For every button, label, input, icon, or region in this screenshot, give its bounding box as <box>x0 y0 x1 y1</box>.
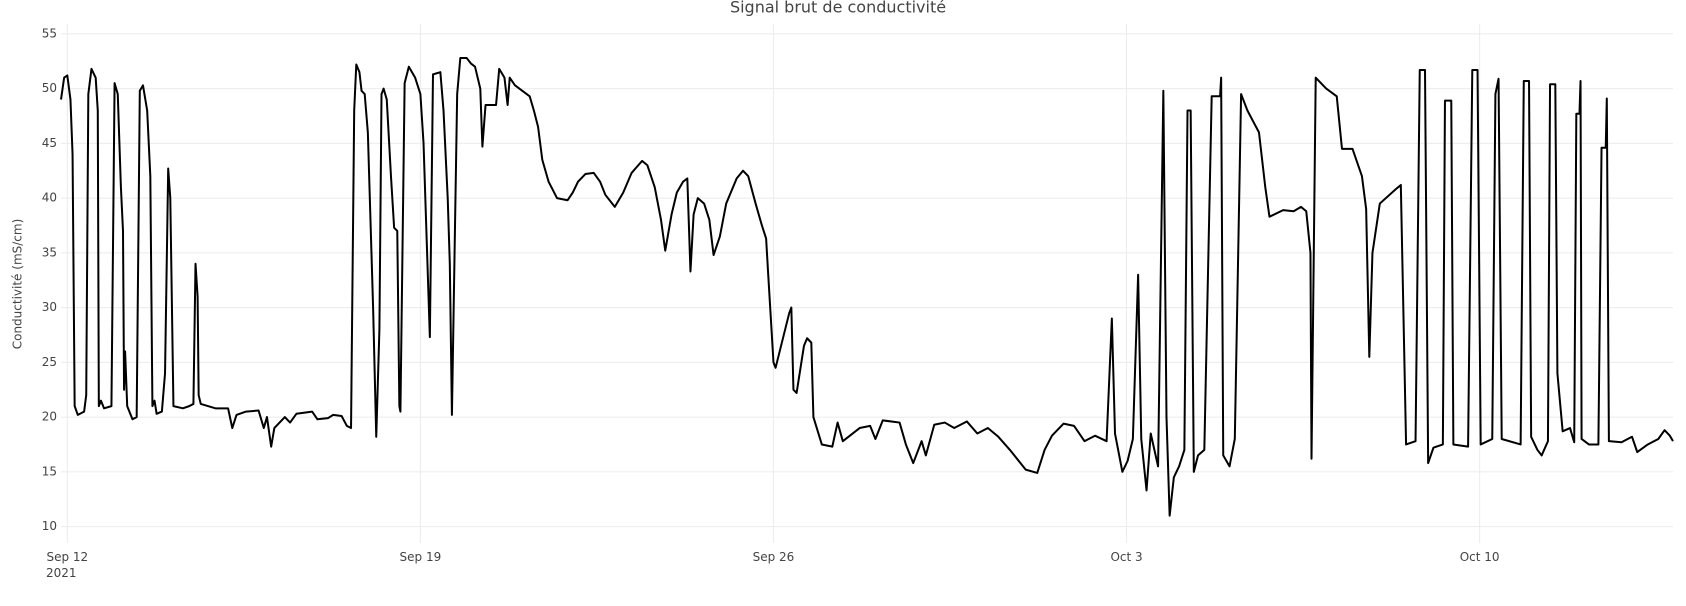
y-axis-title: Conductivité (mS/cm) <box>11 219 25 350</box>
x-tick-label: Sep 12 2021 <box>46 550 88 580</box>
y-tick-label: 25 <box>42 355 57 369</box>
y-tick-label: 50 <box>42 81 57 95</box>
x-tick-label: Oct 10 <box>1460 550 1500 564</box>
x-tick-label: Sep 26 <box>753 550 795 564</box>
y-tick-label: 40 <box>42 191 57 205</box>
x-tick-label: Sep 19 <box>400 550 442 564</box>
axis-labels: 10 15 20 25 30 35 40 45 50 55 Sep 12 2021 Sep 19 Sep … <box>42 26 1500 579</box>
tick-label-line: Sep 19 <box>400 550 442 564</box>
y-tick-label: 10 <box>42 519 57 533</box>
tick-label-line: Oct 10 <box>1460 550 1500 564</box>
y-tick-label: 45 <box>42 136 57 150</box>
tick-label-line: 2021 <box>46 566 77 580</box>
chart-title: Signal brut de conductivité <box>730 0 946 17</box>
tick-label-line: Oct 3 <box>1110 550 1142 564</box>
y-tick-label: 35 <box>42 245 57 259</box>
plot-area <box>60 56 1674 517</box>
data-line <box>60 56 1674 517</box>
y-tick-label: 30 <box>42 300 57 314</box>
y-tick-label: 20 <box>42 410 57 424</box>
y-tick-label: 15 <box>42 464 57 478</box>
y-tick-label: 55 <box>42 26 57 40</box>
tick-label-line: Sep 12 <box>46 550 88 564</box>
tick-label-line: Sep 26 <box>753 550 795 564</box>
x-tick-label: Oct 3 <box>1110 550 1142 564</box>
